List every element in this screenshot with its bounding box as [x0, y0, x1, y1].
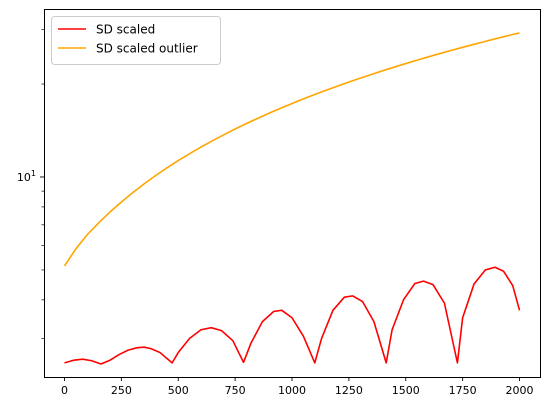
legend-label-sd-scaled-outlier: SD scaled outlier [96, 42, 198, 56]
x-tick-label: 1500 [392, 384, 420, 397]
legend-box [51, 16, 221, 65]
x-tick-label: 2000 [506, 384, 534, 397]
x-tick-label: 250 [111, 384, 132, 397]
series-line-sd-scaled-outlier [63, 32, 520, 267]
x-axis: 0 250 500 750 1000 1250 1500 1750 2000 [61, 377, 534, 397]
x-tick-label: 500 [168, 384, 189, 397]
series-line-sd-scaled [64, 266, 521, 365]
plot-frame [44, 9, 541, 378]
x-tick-label: 750 [225, 384, 246, 397]
x-tick-label: 1750 [449, 384, 477, 397]
x-tick-label: 0 [61, 384, 68, 397]
x-tick-label: 1250 [335, 384, 363, 397]
legend-label-sd-scaled: SD scaled [96, 23, 155, 37]
plot-lines [63, 32, 521, 365]
y-axis: 101 [17, 29, 44, 339]
y-tick-label: 101 [17, 169, 36, 184]
x-tick-label: 1000 [278, 384, 306, 397]
legend: SD scaled SD scaled outlier [51, 16, 221, 65]
